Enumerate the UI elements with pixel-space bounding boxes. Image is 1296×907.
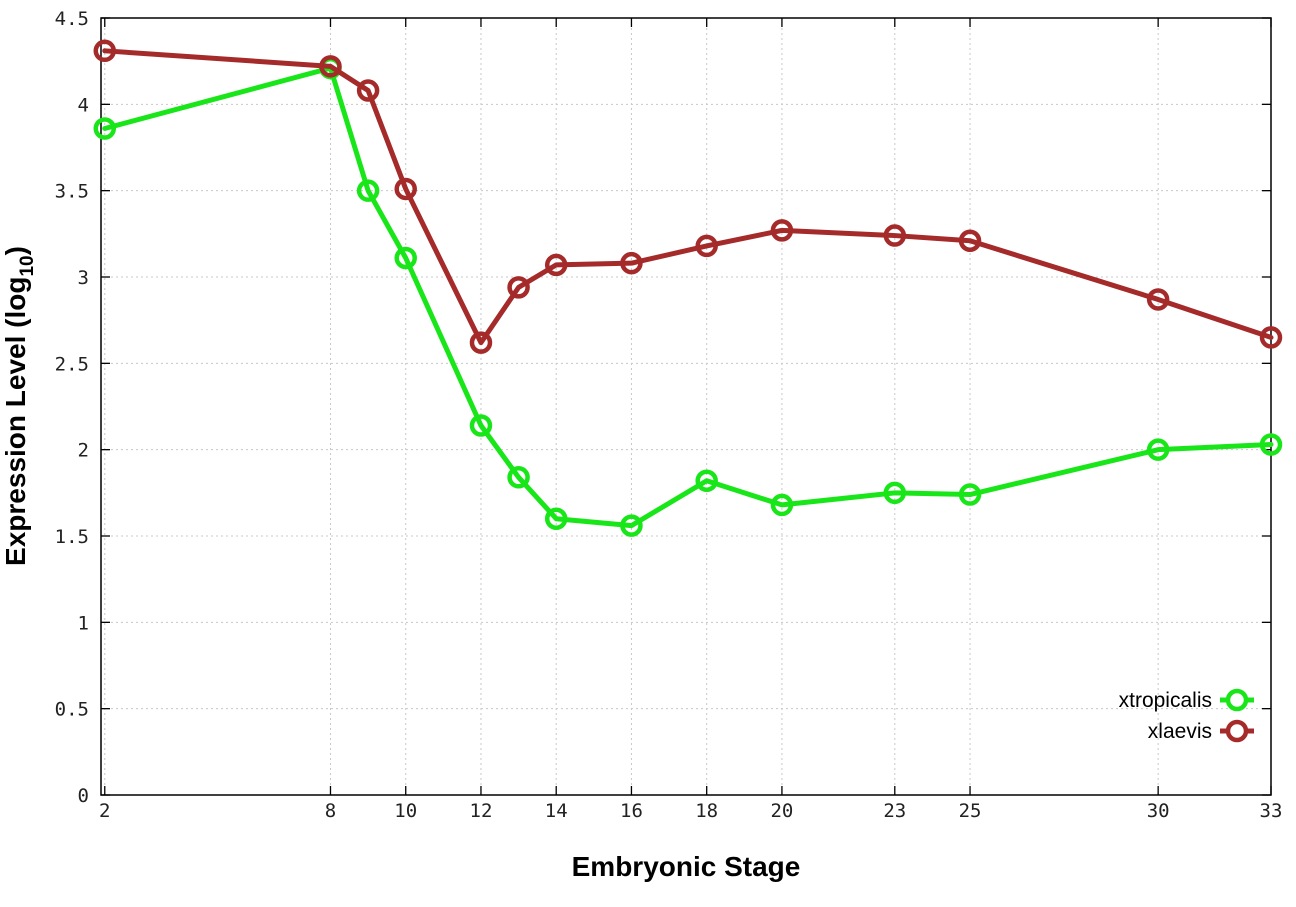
data-point (544, 253, 568, 277)
data-point (356, 79, 380, 102)
y-tick-label: 3 (78, 267, 89, 289)
data-point (394, 246, 417, 270)
data-point (958, 229, 982, 252)
data-point (356, 179, 380, 202)
y-tick-label: 1 (78, 612, 89, 634)
y-tick-label: 4 (78, 94, 89, 116)
x-tick-label: 10 (394, 800, 417, 822)
data-point (620, 251, 643, 275)
y-axis-title-close: ) (0, 246, 31, 255)
y-tick-label: 1.5 (55, 526, 89, 548)
series-xtropicalis (93, 56, 1283, 537)
x-tick-label: 12 (470, 800, 493, 822)
series-xlaevis (93, 39, 1283, 354)
x-axis-title: Embryonic Stage (572, 851, 801, 882)
data-point (770, 493, 794, 517)
legend-marker (1225, 688, 1249, 712)
y-axis-title: Expression Level (log10) (0, 246, 38, 566)
x-tick-label: 18 (695, 800, 718, 822)
data-point (958, 483, 982, 506)
series-line (102, 65, 1274, 529)
data-point (1259, 326, 1283, 349)
y-tick-label: 0.5 (55, 699, 89, 721)
x-tick-label: 20 (770, 800, 793, 822)
x-tick-label: 14 (545, 800, 568, 822)
grid-lines (101, 18, 1271, 795)
x-tick-label: 33 (1260, 800, 1283, 822)
y-tick-label: 4.5 (55, 8, 89, 30)
data-point (507, 276, 530, 299)
y-tick-label: 0 (78, 785, 89, 807)
y-tick-label: 2 (78, 440, 89, 462)
x-tick-label: 8 (325, 800, 336, 822)
data-point (883, 224, 907, 247)
data-point (319, 55, 342, 78)
data-point (544, 507, 568, 530)
y-axis-title-main: Expression Level (log (0, 277, 31, 566)
data-point (469, 331, 493, 354)
y-axis-title-subscript: 10 (17, 255, 38, 276)
x-tick-label: 25 (959, 800, 982, 822)
legend-label: xtropicalis (1119, 689, 1212, 712)
data-point (695, 234, 718, 258)
x-tick-label: 2 (99, 800, 110, 822)
y-tick-label: 3.5 (55, 181, 89, 203)
x-tick-label: 16 (620, 800, 643, 822)
x-tick-label: 23 (883, 800, 906, 822)
series-layer (93, 39, 1283, 537)
data-point (507, 466, 530, 489)
legend-marker (1225, 719, 1249, 743)
data-point (1146, 438, 1170, 461)
data-point (394, 177, 417, 201)
data-point (469, 414, 493, 437)
y-tick-label: 2.5 (55, 353, 89, 375)
data-point (620, 514, 643, 537)
legend: xtropicalis xlaevis (1119, 688, 1254, 743)
data-point (93, 117, 117, 140)
legend-label: xlaevis (1148, 720, 1212, 743)
data-point (695, 469, 718, 492)
data-point (883, 481, 907, 505)
x-tick-label: 30 (1147, 800, 1170, 822)
data-point (770, 219, 794, 242)
axis-ticks: 0 0.5 1 1.5 2 2.5 3 3.5 4 4.5 2 8 10 12 14 16 18 20 23 25 30… (55, 8, 1283, 822)
series-line (102, 48, 1274, 346)
data-point (1146, 288, 1170, 311)
data-point (1259, 433, 1283, 456)
data-point (93, 39, 117, 63)
plot-frame (100, 17, 1272, 796)
